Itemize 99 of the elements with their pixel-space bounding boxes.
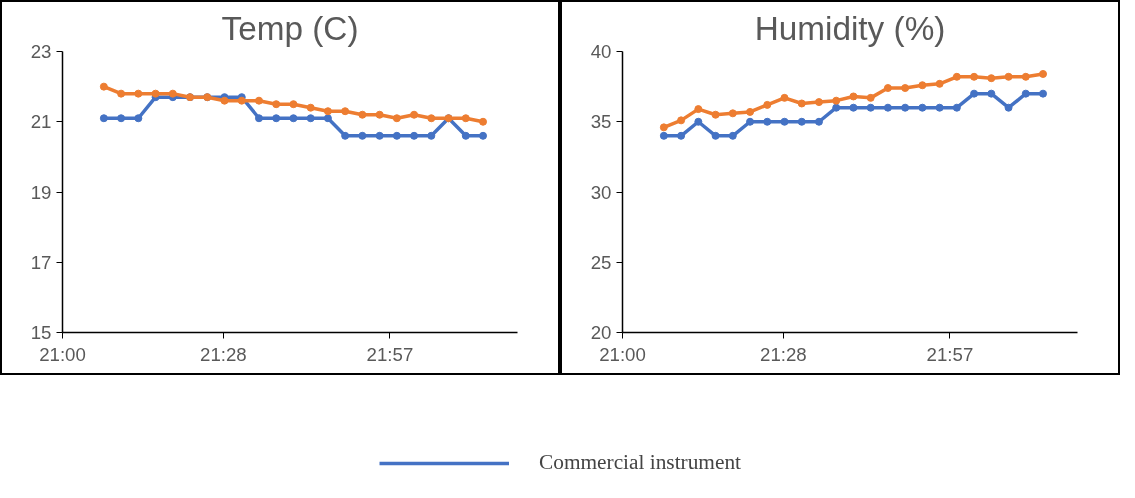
point: [1004, 72, 1013, 81]
x-tick-label: 21:00: [39, 343, 86, 365]
point: [935, 103, 944, 112]
point: [814, 117, 823, 126]
point: [358, 110, 367, 119]
point: [323, 114, 332, 123]
point: [901, 103, 910, 112]
y-tick-label: 15: [30, 322, 52, 343]
point: [952, 103, 961, 112]
y-tick-label: 23: [30, 41, 52, 62]
point: [99, 82, 108, 91]
point: [677, 131, 686, 140]
point: [410, 131, 419, 140]
point: [461, 131, 470, 140]
point: [711, 131, 720, 140]
point: [866, 93, 875, 102]
point: [918, 103, 927, 112]
point: [1039, 89, 1048, 98]
point: [375, 131, 384, 140]
chart-title: Humidity (%): [754, 9, 946, 47]
point: [711, 110, 720, 119]
x-tick-label: 21:57: [366, 343, 414, 365]
point: [272, 100, 281, 109]
point: [797, 99, 806, 108]
point: [134, 114, 143, 123]
point: [814, 98, 823, 107]
y-tick-label: 35: [590, 111, 612, 133]
point: [832, 96, 841, 105]
point: [461, 114, 470, 123]
point: [763, 100, 772, 109]
point: [151, 89, 160, 98]
point: [987, 74, 996, 83]
point: [659, 123, 668, 132]
x-tick-label: 21:00: [599, 343, 646, 365]
y-tick-label: 17: [30, 251, 52, 273]
point: [694, 105, 703, 114]
point: [659, 131, 668, 140]
point: [427, 114, 436, 123]
point: [99, 114, 108, 123]
y-tick-label: 40: [590, 41, 612, 62]
point: [134, 89, 143, 98]
point: [392, 114, 401, 123]
point: [1039, 69, 1048, 78]
point: [866, 103, 875, 112]
point: [289, 100, 298, 109]
point: [410, 110, 419, 119]
point: [254, 96, 263, 105]
chart-title: Temp (C): [221, 9, 359, 47]
point: [694, 117, 703, 126]
y-tick-label: 19: [30, 181, 52, 203]
point: [728, 131, 737, 140]
point: [883, 84, 892, 93]
point: [987, 89, 996, 98]
point: [479, 131, 488, 140]
point: [746, 107, 755, 116]
point: [677, 116, 686, 125]
point: [832, 103, 841, 112]
point: [849, 92, 858, 101]
point: [763, 117, 772, 126]
point: [427, 131, 436, 140]
y-tick-label: 20: [590, 322, 612, 343]
point: [272, 114, 281, 123]
x-tick-label: 21:57: [926, 343, 974, 365]
point: [728, 109, 737, 118]
point: [117, 114, 126, 123]
y-tick-label: 30: [590, 181, 612, 203]
point: [375, 110, 384, 119]
point: [1021, 89, 1030, 98]
point: [306, 114, 315, 123]
point: [117, 89, 126, 98]
point: [358, 131, 367, 140]
point: [935, 79, 944, 88]
y-tick-label: 21: [30, 111, 52, 133]
point: [797, 117, 806, 126]
point: [341, 131, 350, 140]
point: [952, 72, 961, 81]
point: [392, 131, 401, 140]
point: [970, 89, 979, 98]
point: [168, 89, 177, 98]
point: [780, 117, 789, 126]
point: [1021, 72, 1030, 81]
text: Commercial instrument: [539, 450, 741, 475]
point: [883, 103, 892, 112]
point: [323, 107, 332, 116]
point: [289, 114, 298, 123]
x-tick-label: 21:28: [760, 343, 807, 365]
point: [780, 93, 789, 102]
y-tick-label: 25: [590, 251, 612, 273]
point: [306, 103, 315, 112]
point: [479, 117, 488, 126]
x-tick-label: 21:28: [200, 343, 247, 365]
point: [918, 81, 927, 90]
point: [1004, 103, 1013, 112]
point: [970, 72, 979, 81]
point: [746, 117, 755, 126]
point: [254, 114, 263, 123]
point: [849, 103, 858, 112]
point: [341, 107, 350, 116]
point: [901, 84, 910, 93]
